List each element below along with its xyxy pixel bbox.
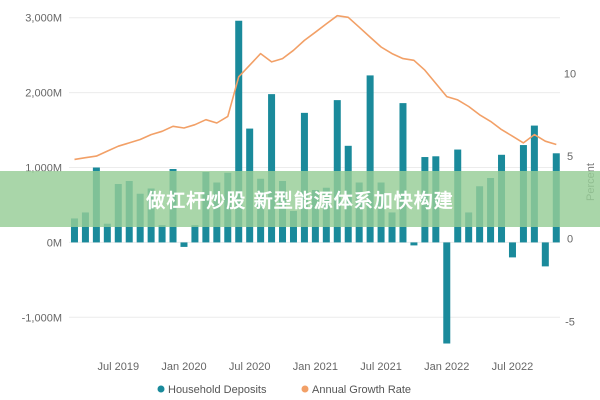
overlay-banner: 做杠杆炒股 新型能源体系加快构建: [0, 171, 600, 227]
x-tick-label: Jan 2022: [424, 361, 469, 373]
bar: [103, 223, 111, 243]
bar: [70, 218, 78, 243]
x-tick-label: Jul 2020: [229, 361, 271, 373]
y-left-tick-label: 3,000M: [25, 13, 62, 25]
bar: [366, 75, 374, 243]
legend-label-household-deposits: Household Deposits: [168, 384, 267, 396]
x-tick-label: Jul 2019: [97, 361, 139, 373]
bar: [443, 242, 451, 344]
y-right-tick-label: 5: [567, 151, 573, 163]
bar: [388, 212, 396, 243]
y-right-tick-label: 10: [564, 68, 576, 80]
bar: [410, 242, 418, 246]
x-tick-label: Jul 2021: [360, 361, 402, 373]
legend-marker-annual-growth-rate: [301, 385, 309, 393]
y-left-tick-label: 2,000M: [25, 88, 62, 100]
x-tick-label: Jan 2021: [293, 361, 338, 373]
y-right-tick-label: -5: [565, 316, 575, 328]
bar: [541, 242, 549, 267]
bar: [508, 242, 516, 258]
y-left-tick-label: 0M: [47, 237, 62, 249]
bar: [180, 242, 188, 247]
banner-text: 做杠杆炒股 新型能源体系加快构建: [146, 189, 454, 212]
bar: [191, 225, 199, 243]
x-tick-label: Jan 2020: [161, 361, 206, 373]
bar: [268, 94, 276, 243]
x-tick-label: Jul 2022: [492, 361, 534, 373]
growth-rate-line: [74, 14, 557, 161]
legend-label-annual-growth-rate: Annual Growth Rate: [312, 384, 411, 396]
y-left-tick-label: -1,000M: [22, 312, 62, 324]
bar: [465, 212, 473, 243]
bar: [158, 225, 166, 243]
y-right-tick-label: 0: [567, 234, 573, 246]
bar: [235, 20, 243, 243]
bar: [81, 212, 89, 243]
legend-marker-household-deposits: [157, 385, 165, 393]
